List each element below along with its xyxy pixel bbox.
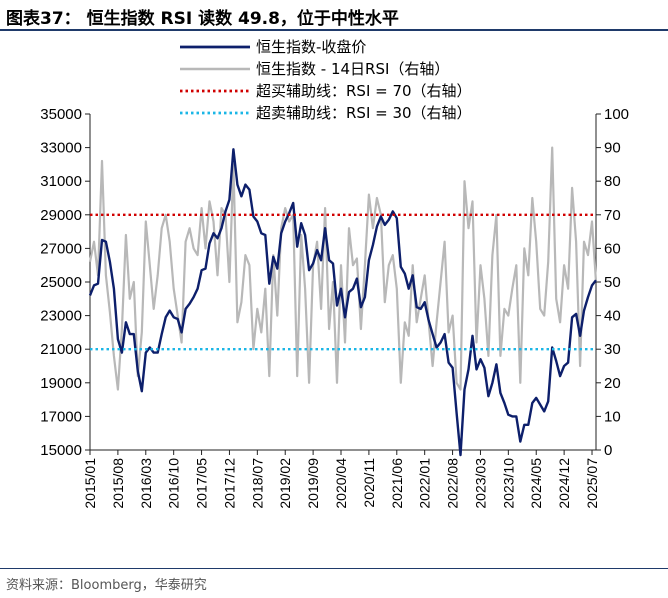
left-tick-label: 27000 — [40, 240, 82, 257]
left-tick-label: 35000 — [40, 106, 82, 123]
legend-label: 恒生指数 - 14日RSI（右轴） — [256, 60, 449, 78]
hsi-close-line — [88, 148, 597, 457]
right-tick-label: 10 — [604, 408, 621, 425]
x-tick-label: 2024/05 — [528, 458, 544, 509]
left-tick-label: 29000 — [40, 207, 82, 224]
right-tick-label: 50 — [604, 274, 621, 291]
left-tick-label: 31000 — [40, 173, 82, 190]
left-tick-label: 23000 — [40, 308, 82, 325]
bottom-rule — [0, 568, 668, 569]
x-tick-label: 2023/10 — [500, 458, 516, 509]
right-tick-label: 100 — [604, 106, 629, 123]
x-tick-label: 2023/03 — [472, 458, 488, 509]
left-tick-label: 19000 — [40, 375, 82, 392]
x-tick-label: 2024/12 — [556, 458, 572, 509]
x-tick-label: 2018/07 — [249, 458, 265, 509]
right-tick-label: 40 — [604, 308, 621, 325]
legend-label: 超买辅助线：RSI = 70（右轴） — [256, 82, 472, 100]
right-tick-label: 30 — [604, 341, 621, 358]
left-tick-label: 21000 — [40, 341, 82, 358]
right-tick-label: 60 — [604, 240, 621, 257]
x-tick-label: 2019/09 — [305, 458, 321, 509]
figure-title-bar: 图表37： 恒生指数 RSI 读数 49.8，位于中性水平 — [0, 0, 668, 31]
left-tick-label: 17000 — [40, 408, 82, 425]
right-tick-label: 80 — [604, 173, 621, 190]
x-tick-label: 2021/06 — [389, 458, 405, 509]
x-tick-label: 2017/05 — [194, 458, 210, 509]
left-tick-label: 25000 — [40, 274, 82, 291]
left-tick-label: 33000 — [40, 140, 82, 157]
title-rule — [0, 29, 668, 31]
x-tick-label: 2022/08 — [445, 458, 461, 509]
x-tick-label: 2022/01 — [417, 458, 433, 509]
figure-title: 图表37： 恒生指数 RSI 读数 49.8，位于中性水平 — [6, 9, 399, 29]
right-tick-label: 90 — [604, 140, 621, 157]
legend-label: 恒生指数-收盘价 — [256, 38, 366, 56]
x-tick-label: 2017/12 — [221, 458, 237, 509]
left-tick-label: 15000 — [40, 442, 82, 459]
x-tick-label: 2015/08 — [110, 458, 126, 509]
x-tick-label: 2016/03 — [138, 458, 154, 509]
source-note: 资料来源：Bloomberg，华泰研究 — [6, 578, 207, 593]
right-tick-label: 0 — [604, 442, 612, 459]
x-tick-label: 2020/04 — [333, 458, 349, 509]
x-tick-label: 2020/11 — [361, 458, 377, 508]
x-tick-label: 2015/01 — [82, 458, 98, 509]
legend-label: 超卖辅助线：RSI = 30（右轴） — [256, 104, 472, 122]
right-tick-label: 20 — [604, 375, 621, 392]
x-tick-label: 2025/07 — [584, 458, 600, 509]
right-tick-label: 70 — [604, 207, 621, 224]
hsi-rsi-chart: 15000 17000 19000 21000 23000 25000 27000 29000… — [40, 38, 629, 509]
x-tick-label: 2016/10 — [166, 458, 182, 509]
x-tick-label: 2019/02 — [277, 458, 293, 509]
rsi-line — [88, 146, 598, 391]
